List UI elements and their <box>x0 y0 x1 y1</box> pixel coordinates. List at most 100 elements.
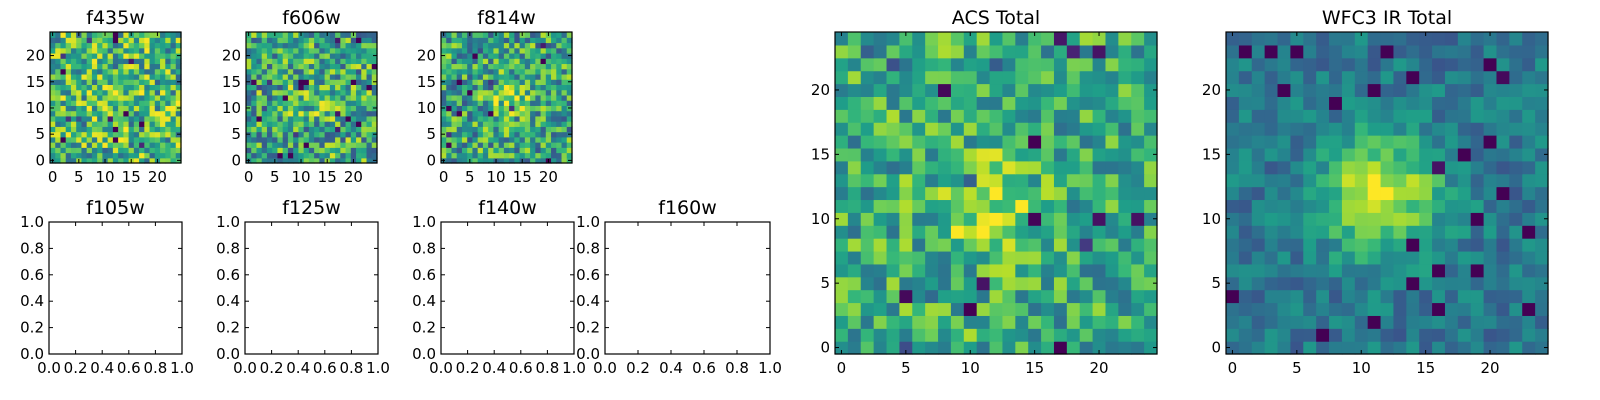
heatmap-cell <box>65 68 72 75</box>
heatmap-cell <box>303 152 310 159</box>
heatmap-cell <box>1002 160 1016 175</box>
heatmap-cell <box>1066 276 1081 291</box>
heatmap-cell <box>976 135 991 149</box>
heatmap-cell <box>925 263 939 278</box>
heatmap-cell <box>356 126 362 133</box>
heatmap-cell <box>1118 289 1132 304</box>
heatmap-cell <box>1251 44 1266 59</box>
heatmap-cell <box>272 115 279 122</box>
heatmap-cell <box>1264 160 1279 175</box>
heatmap-cell <box>345 37 352 44</box>
heatmap-cell <box>329 147 336 154</box>
y-tick-label: 10 <box>811 210 830 228</box>
heatmap-cell <box>107 73 114 80</box>
heatmap-cell <box>165 142 172 148</box>
heatmap-cell <box>112 110 119 117</box>
heatmap-cell <box>139 32 145 38</box>
heatmap-cell <box>139 115 145 122</box>
heatmap-cell <box>287 105 294 112</box>
heatmap-cell <box>1303 83 1317 97</box>
heatmap-cell <box>287 100 294 106</box>
heatmap-cell <box>899 328 913 342</box>
heatmap-cell <box>509 84 515 91</box>
heatmap-cell <box>303 47 310 54</box>
heatmap-cell <box>160 136 166 143</box>
heatmap-cell <box>467 89 474 96</box>
heatmap-cell <box>1079 225 1094 239</box>
heatmap-cell <box>847 147 862 162</box>
heatmap-cell <box>545 79 552 85</box>
heatmap-cell <box>950 315 965 329</box>
heatmap-cell <box>488 100 494 106</box>
heatmap-cell <box>303 37 310 44</box>
heatmap-cell <box>293 115 299 122</box>
heatmap-cell <box>963 83 978 97</box>
heatmap-cell <box>1053 96 1068 110</box>
heatmap-cell <box>371 68 378 75</box>
heatmap-cell <box>556 84 563 91</box>
heatmap-cell <box>472 110 479 117</box>
heatmap-cell <box>366 58 373 65</box>
heatmap-cell <box>1483 302 1498 316</box>
heatmap-cell <box>873 263 888 278</box>
heatmap-cell <box>886 289 900 304</box>
heatmap-cell <box>133 100 140 106</box>
heatmap-cell <box>1419 263 1433 278</box>
heatmap-cell <box>1522 160 1536 175</box>
heatmap-cell <box>530 32 536 38</box>
heatmap-cell <box>1341 315 1356 329</box>
heatmap-cell <box>1251 328 1266 342</box>
heatmap-cell <box>1092 135 1107 149</box>
heatmap-cell <box>847 44 862 59</box>
heatmap-cell <box>1496 276 1510 291</box>
heatmap-cell <box>482 142 489 148</box>
heatmap-cell <box>91 52 98 59</box>
heatmap-cell <box>361 63 368 70</box>
heatmap-cell <box>170 37 177 44</box>
heatmap-cell <box>350 147 357 154</box>
heatmap-cell <box>482 100 489 106</box>
heatmap-cell <box>266 121 273 127</box>
heatmap-cell <box>1341 147 1356 162</box>
heatmap-cell <box>498 42 505 49</box>
heatmap-cell <box>1419 276 1433 291</box>
heatmap-cell <box>446 157 453 164</box>
heatmap-cell <box>938 302 952 316</box>
heatmap-cell <box>266 152 273 159</box>
heatmap-cell <box>498 58 505 65</box>
heatmap-cell <box>1002 173 1016 188</box>
heatmap-cell <box>112 115 119 122</box>
heatmap-cell <box>251 152 258 159</box>
heatmap-cell <box>1303 186 1317 201</box>
heatmap-cell <box>1264 96 1279 110</box>
heatmap-cell <box>272 136 279 143</box>
heatmap-cell <box>340 79 347 85</box>
heatmap-cell <box>441 89 447 96</box>
heatmap-cell <box>561 147 568 154</box>
heatmap-cell <box>912 135 926 149</box>
heatmap-cell <box>1483 135 1498 149</box>
heatmap-cell <box>493 115 500 122</box>
heatmap-cell <box>535 42 542 49</box>
heatmap-cell <box>847 341 862 355</box>
heatmap-cell <box>899 302 913 316</box>
heatmap-cell <box>1341 83 1356 97</box>
heatmap-cell <box>461 79 468 85</box>
heatmap-cell <box>535 37 542 44</box>
heatmap-cell <box>1406 135 1420 149</box>
heatmap-cell <box>545 110 552 117</box>
heatmap-cell <box>482 126 489 133</box>
heatmap-cell <box>55 142 62 148</box>
heatmap-cell <box>467 73 474 80</box>
heatmap-cell <box>556 157 563 164</box>
heatmap-cell <box>149 42 156 49</box>
heatmap-cell <box>86 58 93 65</box>
heatmap-cell <box>950 96 965 110</box>
heatmap-cell <box>118 73 124 80</box>
heatmap-cell <box>144 115 151 122</box>
heatmap-cell <box>329 142 336 148</box>
heatmap-cell <box>1341 173 1356 188</box>
heatmap-cell <box>272 84 279 91</box>
heatmap-cell <box>55 157 62 164</box>
heatmap-cell <box>319 42 326 49</box>
